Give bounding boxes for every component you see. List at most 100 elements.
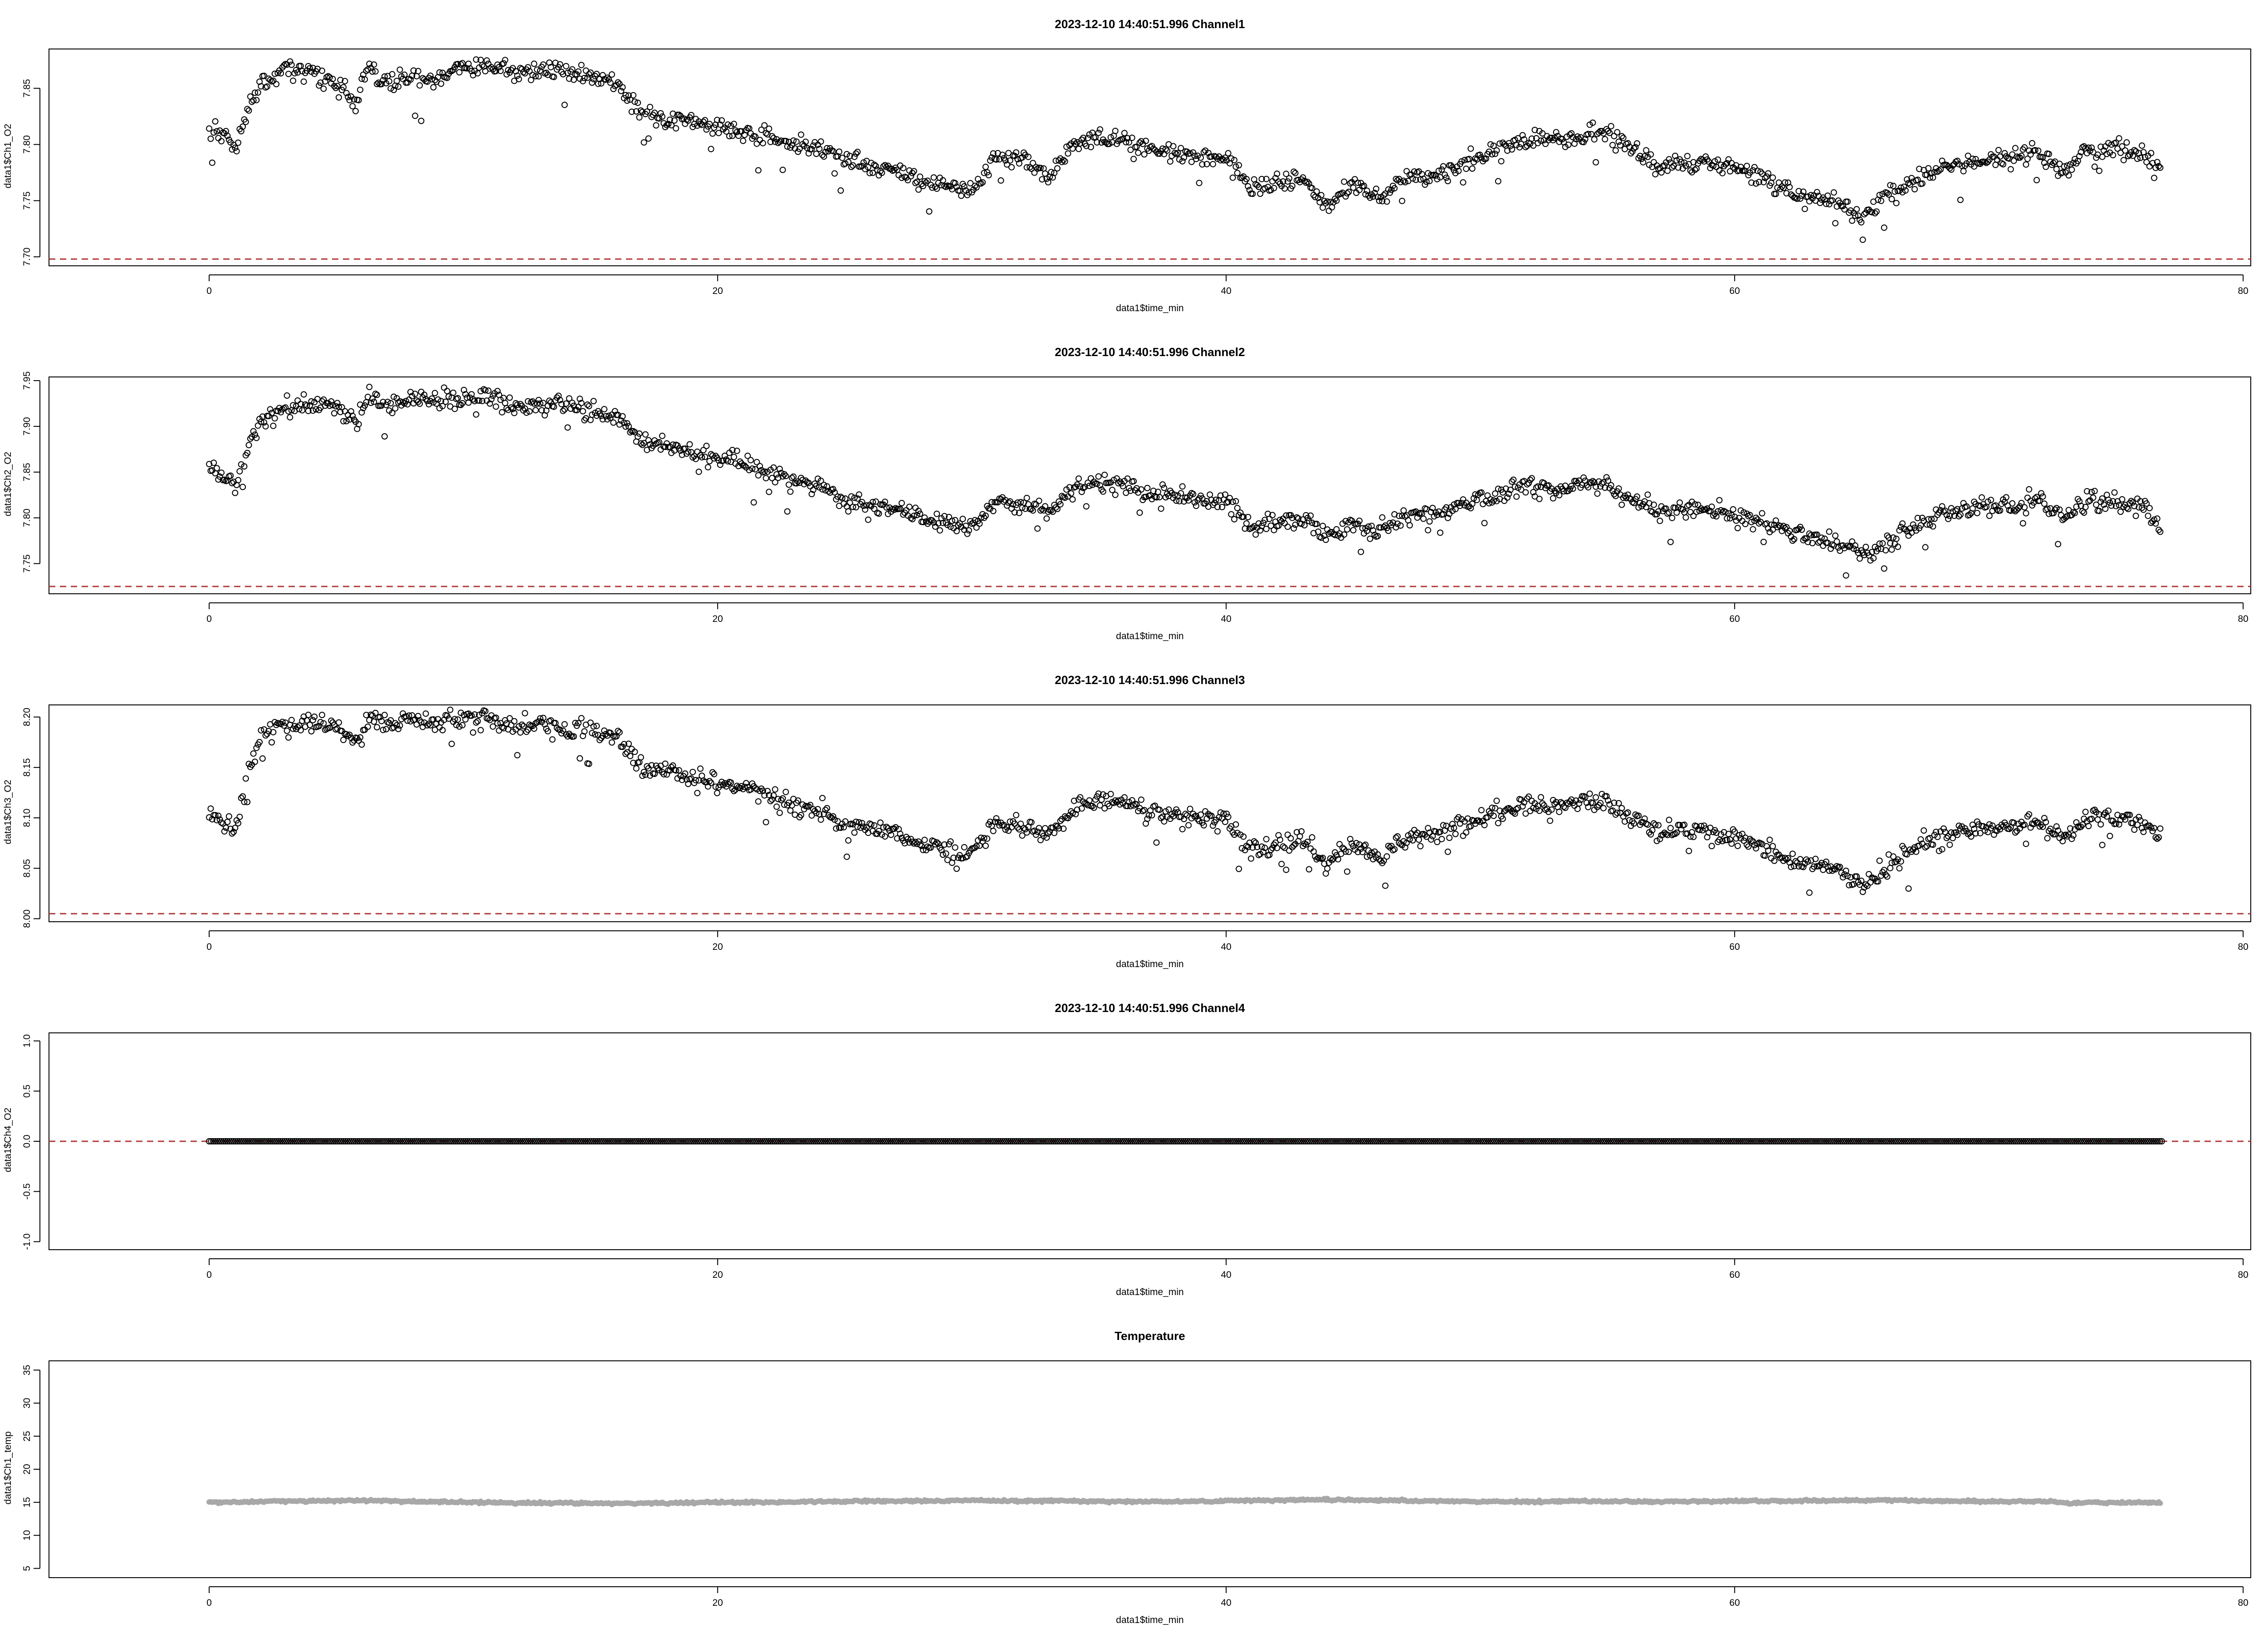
data-point — [244, 106, 251, 112]
data-point — [1231, 156, 1238, 163]
data-point — [917, 173, 924, 180]
data-point — [1565, 142, 1572, 148]
data-point — [276, 405, 283, 411]
panel-channel1: 2023-12-10 14:40:51.996 Channel1 data1$t… — [3, 17, 2251, 313]
x-tick-label: 20 — [712, 942, 723, 952]
data-point — [1612, 147, 1619, 154]
data-point — [2119, 143, 2126, 150]
data-point — [355, 421, 362, 428]
data-point — [351, 96, 357, 103]
data-point — [1892, 188, 1898, 195]
data-point — [1388, 186, 1395, 193]
data-point — [1344, 190, 1350, 197]
data-point — [560, 407, 567, 414]
data-point — [431, 390, 438, 396]
x-tick-label: 80 — [2238, 1598, 2248, 1608]
data-point — [262, 423, 269, 430]
data-point — [288, 61, 295, 68]
data-point — [402, 398, 409, 405]
data-point — [1518, 141, 1525, 147]
data-point — [2027, 151, 2034, 158]
data-point — [540, 400, 547, 406]
data-point — [1438, 166, 1445, 173]
data-point — [607, 415, 614, 421]
data-point — [391, 393, 397, 400]
data-point — [345, 93, 352, 100]
data-point — [1391, 185, 1398, 192]
data-point — [1136, 139, 1143, 146]
data-point — [577, 396, 583, 402]
data-point — [1881, 224, 1887, 231]
data-point — [1830, 189, 1837, 196]
data-point — [581, 74, 588, 81]
data-point — [606, 76, 612, 83]
data-point — [1722, 161, 1729, 168]
data-point — [1887, 182, 1894, 189]
data-point — [273, 81, 280, 88]
data-point — [1382, 190, 1389, 197]
data-point — [2091, 163, 2098, 170]
data-point — [657, 110, 664, 117]
data-point — [1167, 158, 1173, 165]
data-point — [320, 85, 327, 92]
data-point — [514, 72, 521, 79]
data-point — [1624, 140, 1631, 147]
data-point — [1002, 157, 1009, 164]
data-point — [207, 135, 214, 142]
data-point — [1460, 179, 1466, 186]
data-point — [610, 419, 617, 426]
x-axis-label: data1$time_min — [1116, 1615, 1183, 1625]
data-point — [563, 400, 570, 407]
data-point — [782, 137, 789, 144]
data-point — [271, 415, 278, 422]
y-tick-label: 7.75 — [22, 554, 32, 573]
data-point — [270, 422, 277, 429]
plot-frame — [49, 376, 2251, 594]
data-point — [1620, 134, 1627, 141]
data-point — [1904, 176, 1911, 183]
data-point — [593, 71, 600, 78]
data-point — [2137, 154, 2144, 161]
data-point — [326, 402, 333, 409]
data-point — [685, 117, 692, 124]
data-point — [442, 398, 449, 405]
data-point — [534, 66, 541, 73]
x-tick-label: 0 — [206, 1598, 212, 1608]
data-point — [566, 75, 572, 82]
data-point — [212, 118, 219, 125]
data-point — [877, 168, 884, 175]
data-point — [622, 92, 629, 98]
data-point — [810, 142, 816, 149]
data-point — [1188, 158, 1195, 165]
data-point — [524, 398, 531, 405]
data-point — [1614, 129, 1621, 136]
data-point — [1901, 183, 1907, 190]
data-point — [939, 177, 946, 184]
data-point — [733, 129, 740, 136]
data-point — [444, 74, 450, 81]
data-point — [601, 406, 608, 413]
data-point — [1799, 192, 1805, 199]
data-point — [557, 396, 563, 403]
data-point — [1855, 212, 1862, 219]
data-point — [391, 87, 397, 93]
data-point — [381, 73, 388, 80]
data-point — [252, 431, 259, 438]
data-point — [532, 73, 539, 80]
data-point — [1007, 157, 1013, 164]
data-point — [1057, 155, 1064, 162]
data-point — [387, 400, 394, 406]
data-point — [1229, 174, 1236, 181]
data-point — [1305, 180, 1312, 187]
data-point — [401, 71, 408, 78]
data-point — [633, 108, 640, 115]
data-point — [1911, 186, 1918, 193]
data-point — [1744, 162, 1750, 169]
data-point — [1715, 156, 1721, 163]
data-point — [1426, 178, 1433, 185]
data-point — [2116, 135, 2122, 142]
data-point — [285, 71, 292, 78]
data-point — [1466, 156, 1472, 162]
data-point — [1568, 130, 1575, 137]
data-point — [506, 394, 513, 401]
